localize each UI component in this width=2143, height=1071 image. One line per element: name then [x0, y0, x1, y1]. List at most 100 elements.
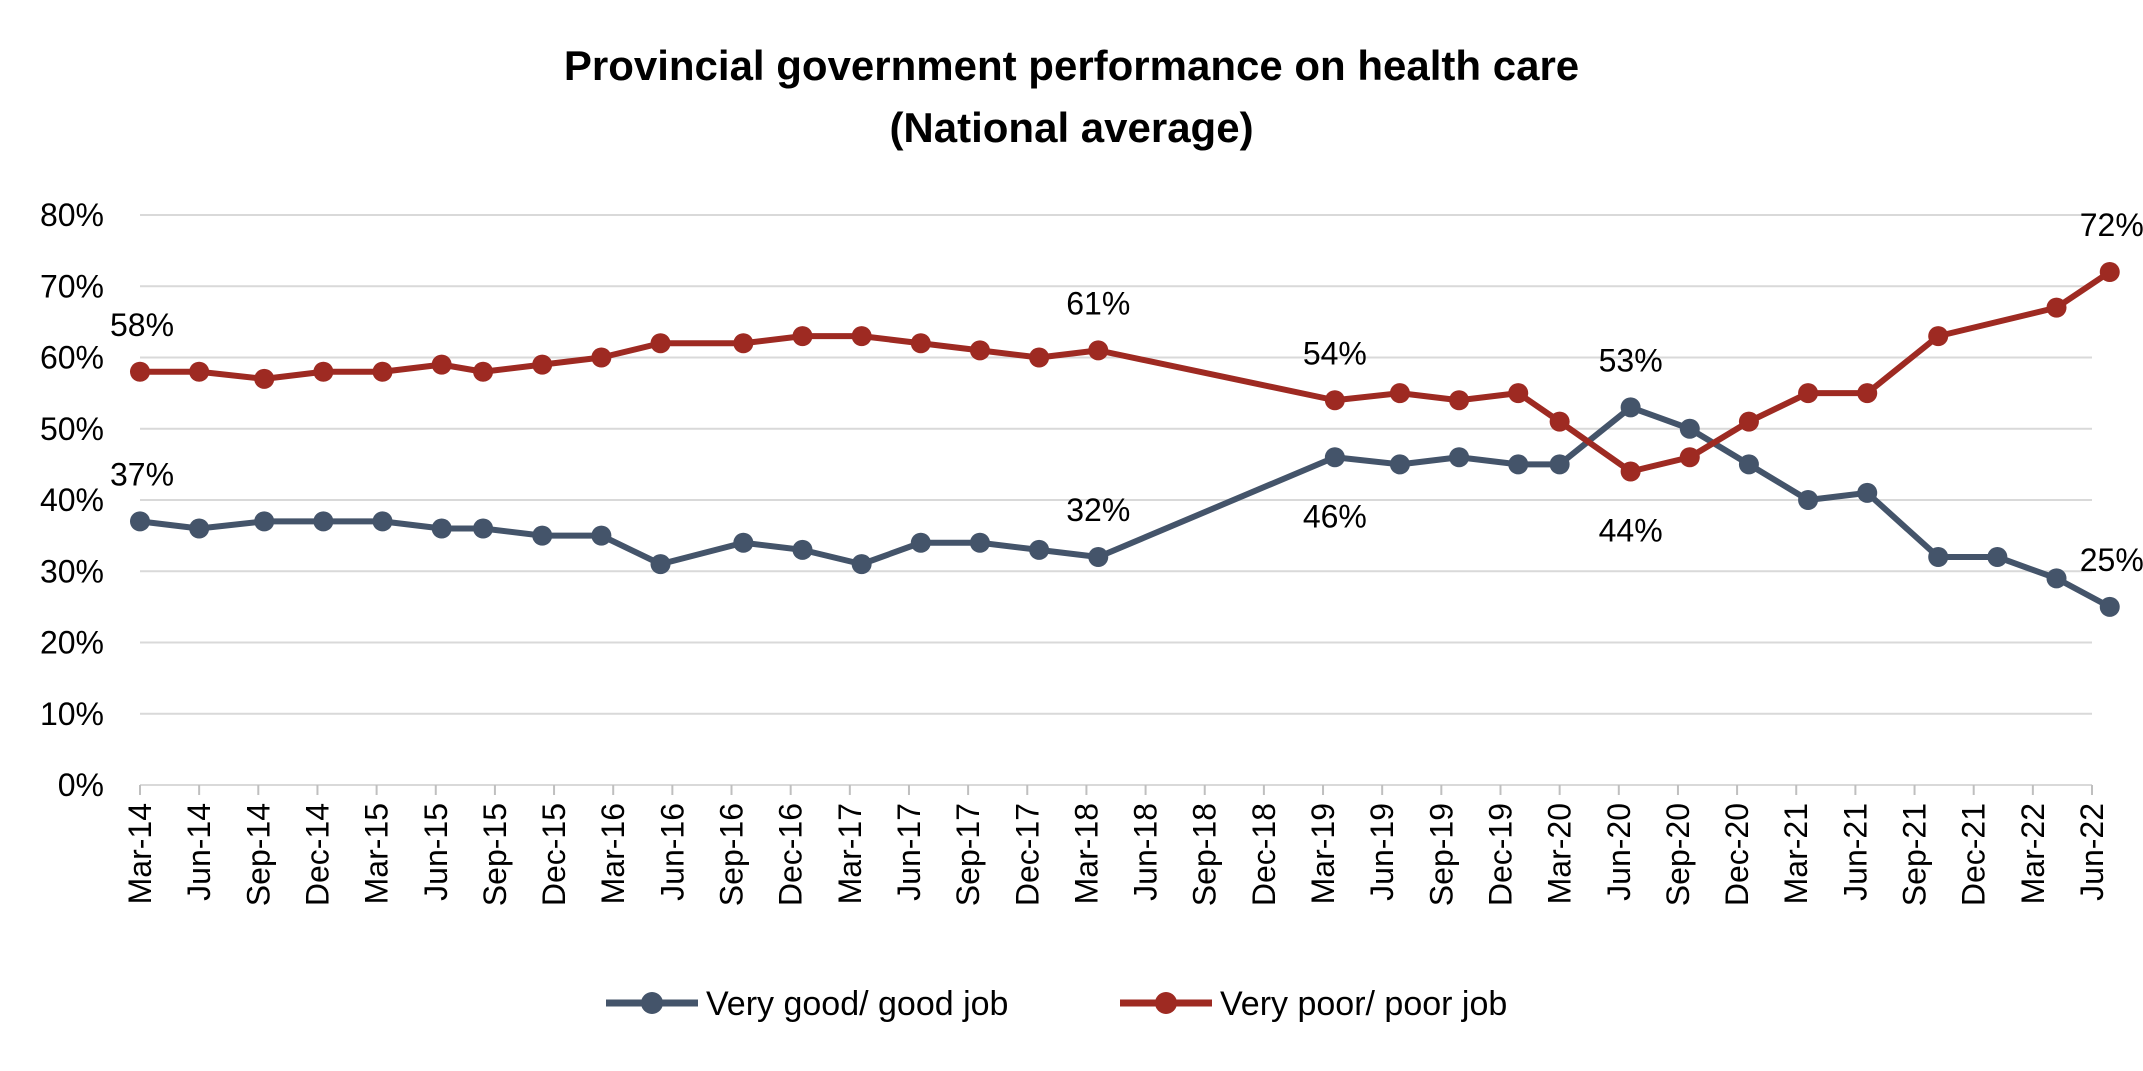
poor-job-point[interactable]: [910, 333, 931, 354]
x-tick-label: Mar-19: [1305, 803, 1341, 904]
y-tick-label: 30%: [40, 553, 104, 589]
poor-job-point[interactable]: [372, 361, 393, 382]
good-job-point[interactable]: [254, 511, 275, 532]
good-job-point[interactable]: [1928, 547, 1949, 567]
x-axis: Mar-14 Jun-14 Sep-14 Dec-14 Mar-15 Jun-15 Sep-…: [122, 784, 2110, 906]
poor-job-point[interactable]: [189, 361, 210, 382]
good-job-point[interactable]: [313, 511, 334, 532]
poor-job-point[interactable]: [1857, 383, 1878, 404]
data-label: 72%: [2080, 207, 2143, 243]
x-tick-label: Jun-14: [181, 803, 217, 901]
good-job-point[interactable]: [733, 532, 754, 553]
gridlines: [140, 214, 2092, 715]
good-job-point[interactable]: [1389, 454, 1410, 475]
good-job-point[interactable]: [1620, 397, 1641, 418]
x-tick-label: Jun-16: [654, 803, 690, 901]
poor-job-point[interactable]: [1798, 383, 1819, 404]
poor-job-point[interactable]: [532, 354, 553, 375]
poor-job-point[interactable]: [650, 333, 671, 354]
y-tick-label: 60%: [40, 340, 104, 376]
chart-title: Provincial government performance on hea…: [563, 42, 1580, 89]
poor-job-point[interactable]: [473, 361, 494, 382]
good-job-point[interactable]: [2099, 596, 2120, 617]
data-label: 37%: [110, 456, 174, 492]
good-job-point[interactable]: [1029, 539, 1050, 560]
poor-job-point[interactable]: [1679, 447, 1700, 468]
good-job-point[interactable]: [1549, 454, 1570, 475]
poor-job-point[interactable]: [1324, 390, 1345, 411]
good-job-point[interactable]: [1324, 447, 1345, 468]
y-tick-label: 70%: [40, 268, 104, 304]
poor-job-point[interactable]: [431, 354, 452, 375]
good-job-point[interactable]: [1857, 482, 1878, 503]
x-tick-label: Jun-22: [2074, 803, 2110, 901]
legend-poor-job-label[interactable]: Very poor/ poor job: [1220, 985, 1507, 1023]
good-job-point[interactable]: [473, 518, 494, 539]
poor-job-point[interactable]: [1738, 411, 1759, 432]
x-tick-label: Sep-19: [1423, 803, 1459, 906]
poor-job-point[interactable]: [1389, 383, 1410, 404]
good-job-point[interactable]: [591, 525, 612, 546]
poor-job-point[interactable]: [792, 326, 813, 347]
x-tick-label: Jun-18: [1128, 803, 1164, 901]
good-job-point[interactable]: [792, 539, 813, 560]
good-job-point[interactable]: [431, 518, 452, 539]
poor-job-point[interactable]: [1549, 411, 1570, 432]
good-job-point[interactable]: [650, 554, 671, 575]
y-tick-label: 80%: [40, 197, 104, 233]
good-job-point[interactable]: [969, 532, 990, 553]
good-job-point[interactable]: [851, 554, 872, 575]
poor-job-point[interactable]: [2099, 262, 2120, 282]
data-label: 25%: [2080, 542, 2143, 578]
poor-job-point[interactable]: [1088, 340, 1109, 361]
poor-job-point[interactable]: [130, 361, 150, 382]
poor-job-point[interactable]: [733, 333, 754, 354]
data-label: 58%: [110, 307, 174, 343]
poor-job-point[interactable]: [313, 361, 334, 382]
poor-job-point[interactable]: [1620, 461, 1641, 482]
poor-job-point[interactable]: [591, 347, 612, 368]
good-job-point[interactable]: [1508, 454, 1529, 475]
legend[interactable]: Very good/ good job Very poor/ poor job: [606, 985, 1507, 1023]
x-tick-label: Sep-16: [714, 803, 750, 906]
poor-job-point[interactable]: [254, 368, 275, 389]
good-job-point[interactable]: [1679, 418, 1700, 439]
data-label: 61%: [1066, 285, 1130, 321]
data-label: 32%: [1066, 492, 1130, 528]
x-tick-label: Jun-15: [418, 803, 454, 901]
x-tick-label: Mar-14: [122, 803, 158, 904]
x-tick-label: Dec-14: [299, 803, 335, 906]
good-job-point[interactable]: [1738, 454, 1759, 475]
data-label: 46%: [1303, 498, 1367, 534]
x-tick-label: Jun-20: [1601, 803, 1637, 901]
y-tick-label: 0%: [58, 767, 104, 803]
good-job-point[interactable]: [532, 525, 553, 546]
good-job-point[interactable]: [910, 532, 931, 553]
y-tick-label: 20%: [40, 625, 104, 661]
good-job-point[interactable]: [1088, 547, 1109, 567]
good-job-point[interactable]: [1987, 547, 2008, 567]
poor-job-point[interactable]: [851, 326, 872, 347]
poor-job-point[interactable]: [2046, 297, 2067, 318]
good-job-point[interactable]: [1449, 447, 1470, 468]
x-tick-label: Dec-19: [1482, 803, 1518, 906]
good-job-point[interactable]: [1798, 490, 1819, 510]
good-job-point[interactable]: [189, 518, 210, 539]
poor-job-point[interactable]: [969, 340, 990, 361]
x-tick-label: Dec-15: [536, 803, 572, 906]
x-tick-label: Sep-18: [1187, 803, 1223, 906]
data-labels: 37% 32% 46% 53% 25% 58% 61% 54% 44% 72%: [110, 207, 2143, 578]
x-tick-label: Sep-20: [1660, 803, 1696, 906]
poor-job-point[interactable]: [1928, 326, 1949, 347]
y-tick-label: 10%: [40, 696, 104, 732]
good-job-point[interactable]: [372, 511, 393, 532]
legend-good-job-label[interactable]: Very good/ good job: [706, 985, 1008, 1023]
poor-job-point[interactable]: [1029, 347, 1050, 368]
poor-job-point[interactable]: [1449, 390, 1470, 411]
poor-job-point[interactable]: [1508, 383, 1529, 404]
good-job-point[interactable]: [2046, 568, 2067, 589]
y-axis: 0% 10% 20% 30% 40% 50% 60% 70% 80%: [40, 197, 104, 803]
good-job-point[interactable]: [130, 511, 150, 532]
